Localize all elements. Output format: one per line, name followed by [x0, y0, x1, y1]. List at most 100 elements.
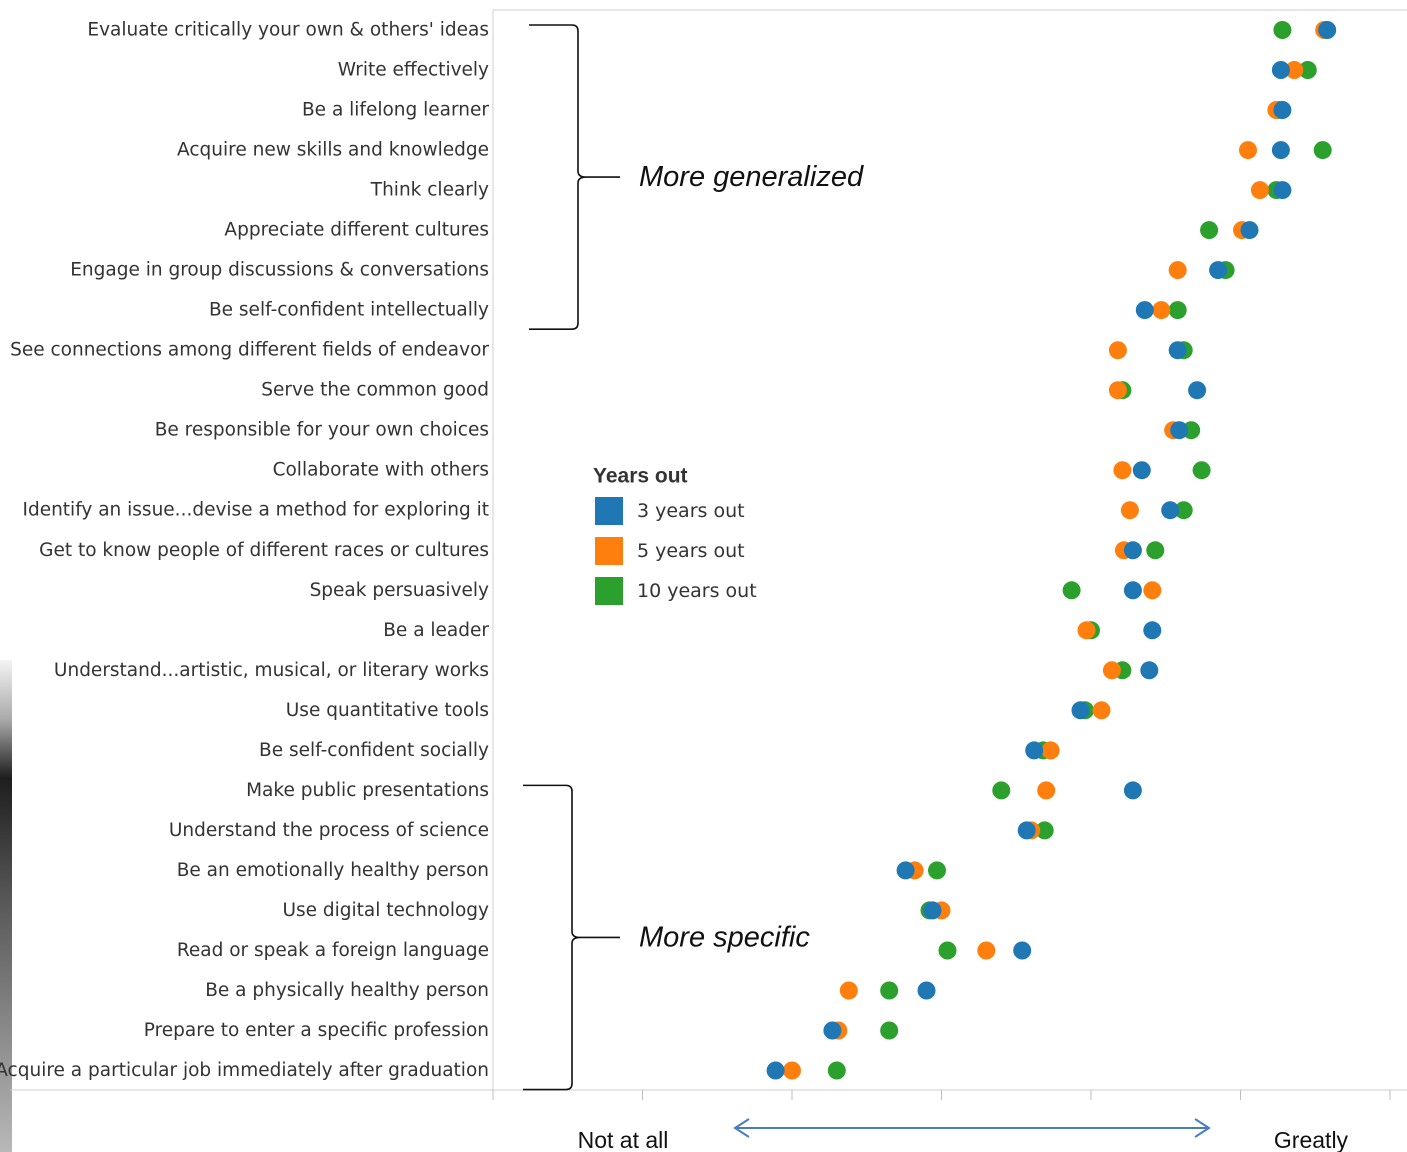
- data-point-10-years-out: [1174, 501, 1193, 520]
- category-label: Use digital technology: [282, 900, 489, 921]
- category-label: See connections among different fields o…: [10, 340, 489, 361]
- data-point-5-years-out: [1102, 661, 1121, 680]
- bracket-annotation: More generalized: [639, 161, 864, 193]
- category-label: Understand the process of science: [169, 820, 489, 841]
- data-point-3-years-out: [896, 861, 915, 880]
- x-scale-high-label: Greatly: [1274, 1127, 1349, 1152]
- category-label: Be self-confident intellectually: [209, 300, 489, 321]
- data-point-10-years-out: [1273, 21, 1292, 39]
- data-point-5-years-out: [1041, 741, 1060, 760]
- category-label: Acquire a particular job immediately aft…: [0, 1060, 489, 1081]
- data-point-3-years-out: [1240, 221, 1259, 240]
- data-point-5-years-out: [1108, 381, 1127, 400]
- data-point-3-years-out: [917, 981, 936, 1000]
- data-point-3-years-out: [1013, 941, 1032, 960]
- category-label: Write effectively: [338, 60, 489, 81]
- data-point-10-years-out: [938, 941, 957, 960]
- data-point-5-years-out: [1168, 261, 1187, 280]
- category-labels: Evaluate critically your own & others' i…: [0, 20, 489, 1082]
- legend-swatch: [595, 497, 623, 525]
- category-label: Acquire new skills and knowledge: [177, 140, 489, 161]
- category-label: Collaborate with others: [273, 460, 489, 481]
- bracket: [529, 24, 620, 330]
- data-point-5-years-out: [1285, 61, 1304, 79]
- x-axis-ticks: [492, 1090, 1391, 1100]
- category-label: Identify an issue...devise a method for …: [23, 500, 490, 521]
- data-point-3-years-out: [766, 1061, 785, 1080]
- data-point-5-years-out: [1108, 341, 1127, 360]
- category-label: Appreciate different cultures: [224, 220, 489, 241]
- data-point-3-years-out: [1123, 781, 1142, 800]
- data-point-3-years-out: [1017, 821, 1036, 840]
- data-point-10-years-out: [1200, 221, 1219, 240]
- category-label: Think clearly: [370, 180, 489, 201]
- data-point-3-years-out: [1209, 261, 1228, 280]
- data-point-10-years-out: [1146, 541, 1165, 560]
- data-point-10-years-out: [880, 1021, 899, 1040]
- legend-entry-label: 10 years out: [637, 580, 757, 602]
- data-point-3-years-out: [1132, 461, 1151, 480]
- category-label: Speak persuasively: [310, 580, 489, 601]
- data-point-10-years-out: [928, 861, 946, 880]
- data-point-5-years-out: [1120, 501, 1139, 520]
- data-point-5-years-out: [1239, 141, 1257, 160]
- data-point-10-years-out: [1298, 61, 1317, 79]
- data-point-3-years-out: [1025, 741, 1044, 760]
- data-point-3-years-out: [1271, 141, 1290, 160]
- data-point-5-years-out: [1037, 781, 1056, 800]
- legend-entry-label: 5 years out: [637, 540, 745, 562]
- data-point-3-years-out: [1273, 181, 1292, 200]
- legend-title: Years out: [593, 465, 688, 488]
- bracket: [523, 784, 620, 1091]
- data-point-5-years-out: [783, 1061, 801, 1080]
- data-point-3-years-out: [1071, 701, 1090, 720]
- category-label: Read or speak a foreign language: [177, 940, 489, 961]
- data-point-10-years-out: [1313, 141, 1332, 160]
- data-point-3-years-out: [1318, 21, 1337, 39]
- data-point-10-years-out: [1192, 461, 1211, 480]
- data-point-5-years-out: [1143, 581, 1162, 600]
- category-label: Be self-confident socially: [259, 740, 489, 761]
- data-point-3-years-out: [1123, 541, 1142, 560]
- data-point-3-years-out: [923, 901, 942, 920]
- category-label: Understand...artistic, musical, or liter…: [54, 660, 489, 681]
- data-point-3-years-out: [1140, 661, 1159, 680]
- data-point-5-years-out: [1092, 701, 1111, 720]
- data-point-5-years-out: [1152, 301, 1171, 320]
- data-point-3-years-out: [1143, 621, 1162, 640]
- data-point-5-years-out: [1077, 621, 1096, 640]
- double-arrow: [733, 1118, 1211, 1138]
- category-label: Make public presentations: [246, 780, 489, 801]
- category-label: Be responsible for your own choices: [155, 420, 489, 441]
- data-point-3-years-out: [1188, 381, 1207, 400]
- category-label: Prepare to enter a specific profession: [144, 1020, 489, 1041]
- data-point-3-years-out: [1161, 501, 1180, 520]
- data-point-3-years-out: [1170, 421, 1189, 440]
- legend-entry-label: 3 years out: [637, 500, 745, 522]
- category-label: Be a physically healthy person: [205, 980, 489, 1001]
- brackets: More generalized More specific: [523, 24, 864, 1091]
- data-point-10-years-out: [1062, 581, 1081, 600]
- data-point-5-years-out: [839, 981, 858, 1000]
- category-label: Be a leader: [383, 620, 489, 641]
- data-point-10-years-out: [1168, 301, 1187, 320]
- category-label: Engage in group discussions & conversati…: [70, 260, 489, 281]
- data-point-10-years-out: [1035, 821, 1054, 840]
- data-point-3-years-out: [1135, 301, 1154, 320]
- data-point-5-years-out: [1113, 461, 1132, 480]
- legend-swatch: [595, 537, 623, 565]
- legend-swatch: [595, 577, 623, 605]
- legend: Years out 3 years out 5 years out 10 years …: [593, 465, 757, 605]
- category-label: Get to know people of different races or…: [39, 540, 489, 561]
- window-edge-shadow: [0, 660, 12, 1152]
- bracket-annotation: More specific: [639, 921, 810, 953]
- data-point-3-years-out: [1273, 101, 1292, 119]
- data-point-5-years-out: [1250, 181, 1269, 200]
- data-point-3-years-out: [823, 1021, 842, 1040]
- data-point-5-years-out: [977, 941, 996, 960]
- category-label: Be an emotionally healthy person: [177, 860, 489, 881]
- category-label: Evaluate critically your own & others' i…: [87, 20, 489, 41]
- data-point-10-years-out: [827, 1061, 846, 1080]
- data-point-3-years-out: [1168, 341, 1187, 360]
- category-label: Be a lifelong learner: [302, 100, 489, 121]
